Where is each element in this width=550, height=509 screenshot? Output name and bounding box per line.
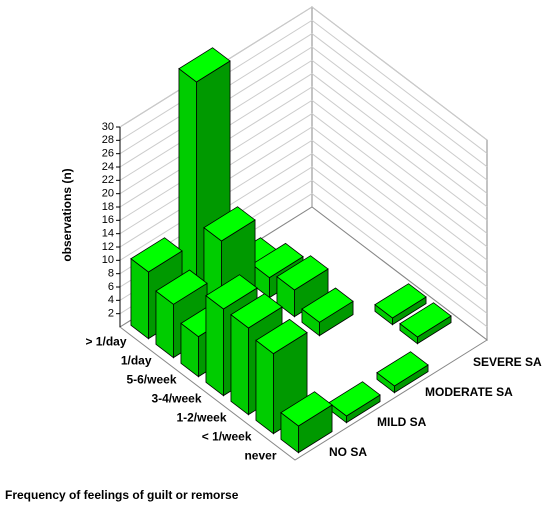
y-tick-label: 10 — [102, 254, 114, 266]
bar-top — [130, 237, 183, 273]
bar-front — [130, 257, 149, 340]
y-tick-label: 16 — [102, 214, 114, 226]
y-tick-label: 12 — [102, 241, 114, 253]
y-tick-label: 18 — [102, 201, 114, 213]
bar — [376, 351, 429, 394]
x-tick-label: never — [244, 449, 276, 463]
x-tick-label: 5-6/week — [126, 373, 176, 387]
bar-top — [251, 242, 304, 279]
bar — [301, 287, 354, 337]
bar-top — [276, 255, 329, 291]
y-tick-label: 20 — [102, 188, 114, 200]
bar-top — [374, 283, 427, 319]
x-tick-label: > 1/day — [85, 335, 126, 349]
bar-top — [328, 381, 381, 417]
bar — [280, 391, 333, 454]
y-tick-label: 30 — [102, 121, 114, 133]
x-tick-label: 3-4/week — [151, 392, 201, 406]
bar-front — [205, 294, 224, 397]
bar-top — [376, 351, 429, 387]
x-tick-label: 1/day — [121, 354, 152, 368]
legend-label: MODERATE SA — [425, 385, 513, 399]
y-tick-label: 14 — [102, 228, 114, 240]
bar-top — [399, 302, 452, 338]
y-tick-label: 6 — [108, 281, 114, 293]
bar-top — [155, 269, 208, 305]
y-tick-label: 2 — [108, 308, 114, 320]
y-tick-label: 22 — [102, 174, 114, 186]
bar-top — [178, 47, 231, 83]
bar-top — [280, 391, 333, 427]
bar-top — [255, 318, 308, 355]
x-tick-label: < 1/week — [202, 430, 252, 444]
y-tick-label: 4 — [108, 294, 114, 306]
bar — [399, 302, 452, 345]
bar — [374, 283, 427, 326]
bar-top — [301, 287, 354, 323]
y-tick-label: 24 — [102, 161, 114, 173]
x-tick-label: 1-2/week — [176, 411, 226, 425]
bar-top — [230, 293, 283, 329]
y-tick-label: 26 — [102, 148, 114, 160]
x-axis-title: Frequency of feelings of guilt or remors… — [5, 488, 239, 502]
legend-label: SEVERE SA — [473, 355, 542, 369]
bar-front — [230, 313, 249, 416]
y-axis-title: observations (n) — [60, 168, 74, 261]
legend-label: MILD SA — [377, 415, 427, 429]
y-tick-label: 28 — [102, 134, 114, 146]
bar-front — [255, 339, 274, 435]
bar — [328, 381, 381, 424]
y-tick-label: 8 — [108, 268, 114, 280]
legend-label: NO SA — [329, 445, 367, 459]
bar-top — [205, 274, 258, 310]
bar-top — [203, 206, 256, 242]
